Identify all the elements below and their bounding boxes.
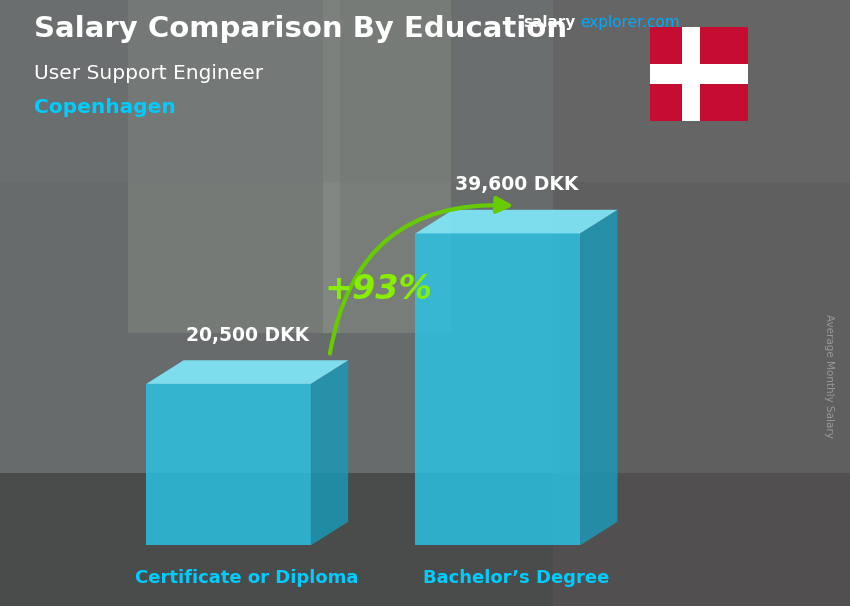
Bar: [650, 64, 748, 84]
Bar: [682, 27, 700, 121]
Bar: [0, 0, 850, 182]
Text: User Support Engineer: User Support Engineer: [34, 64, 264, 82]
Text: Average Monthly Salary: Average Monthly Salary: [824, 314, 834, 438]
Text: Salary Comparison By Education: Salary Comparison By Education: [34, 15, 567, 43]
Bar: [323, 0, 450, 333]
Polygon shape: [146, 360, 348, 384]
Polygon shape: [580, 210, 617, 545]
Polygon shape: [311, 360, 348, 545]
Polygon shape: [146, 384, 311, 545]
Bar: [552, 0, 850, 606]
Polygon shape: [416, 210, 617, 233]
Text: Bachelor’s Degree: Bachelor’s Degree: [423, 569, 609, 587]
Bar: [0, 473, 850, 606]
Text: +93%: +93%: [324, 273, 432, 306]
Polygon shape: [416, 233, 580, 545]
Text: 39,600 DKK: 39,600 DKK: [455, 175, 578, 194]
Bar: [128, 0, 340, 333]
Text: Certificate or Diploma: Certificate or Diploma: [135, 569, 359, 587]
Text: salary: salary: [523, 15, 575, 30]
Text: explorer.com: explorer.com: [581, 15, 680, 30]
Text: 20,500 DKK: 20,500 DKK: [185, 325, 309, 344]
Text: Copenhagen: Copenhagen: [34, 98, 176, 117]
